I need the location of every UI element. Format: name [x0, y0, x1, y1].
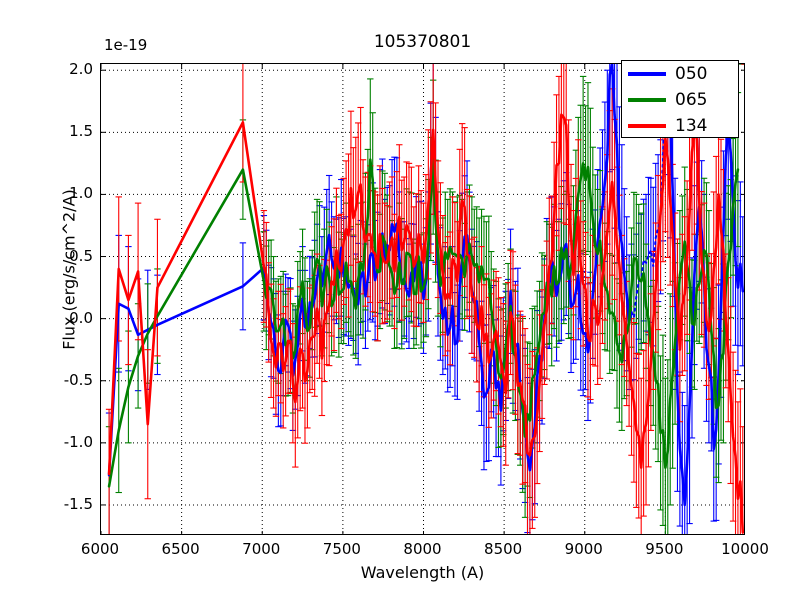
- legend-swatch-065: [628, 98, 666, 102]
- x-tick-label-2: 7000: [242, 540, 281, 558]
- x-tick-label-1: 6500: [161, 540, 200, 558]
- series-lines: [107, 64, 744, 534]
- legend-label-050: 050: [675, 63, 708, 84]
- x-axis-label: Wavelength (A): [360, 563, 485, 582]
- x-tick-label-4: 8000: [403, 540, 442, 558]
- y-tick-label-7: 2.0: [69, 60, 93, 79]
- x-tick-label-7: 9500: [645, 540, 684, 558]
- legend-swatch-050: [628, 72, 666, 76]
- x-tick-label-6: 9000: [564, 540, 603, 558]
- x-tick-label-3: 7500: [322, 540, 361, 558]
- legend-label-065: 065: [675, 89, 708, 110]
- y-tick-label-1: -1.0: [63, 432, 93, 451]
- y-tick-label-2: -0.5: [63, 370, 93, 389]
- y-axis-offset-label: 1e-19: [104, 36, 148, 54]
- plot-area: [100, 63, 745, 535]
- x-tick-label-8: 10000: [721, 540, 769, 558]
- y-tick-label-0: -1.5: [63, 494, 93, 513]
- legend-item-134[interactable]: 134: [622, 113, 738, 139]
- legend-swatch-134: [628, 124, 666, 128]
- y-tick-label-6: 1.5: [69, 122, 93, 141]
- y-tick-label-3: 0.0: [69, 308, 93, 327]
- legend-item-065[interactable]: 065: [622, 87, 738, 113]
- chart-title: 105370801: [373, 32, 472, 52]
- y-tick-label-4: 0.5: [69, 246, 93, 265]
- x-tick-label-5: 8500: [484, 540, 523, 558]
- legend-item-050[interactable]: 050: [622, 61, 738, 87]
- plot-canvas: [101, 64, 744, 534]
- y-tick-label-5: 1.0: [69, 184, 93, 203]
- x-tick-label-0: 6000: [80, 540, 120, 558]
- legend[interactable]: 050 065 134: [621, 60, 739, 138]
- legend-label-134: 134: [675, 115, 708, 136]
